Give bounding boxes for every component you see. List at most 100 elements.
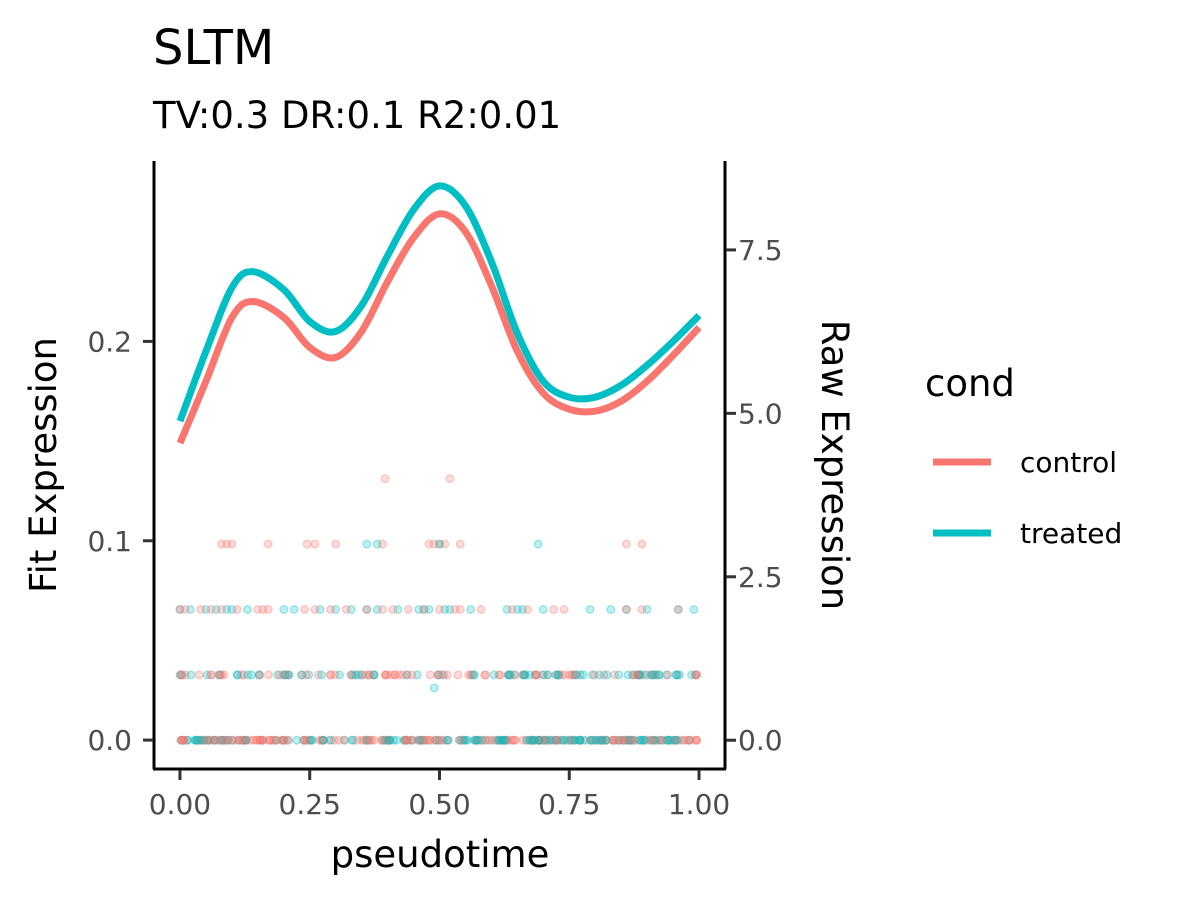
raw-point xyxy=(473,735,483,745)
raw-point xyxy=(202,670,212,680)
raw-point xyxy=(252,735,262,745)
raw-point xyxy=(248,735,258,745)
raw-point xyxy=(362,605,372,615)
raw-point xyxy=(535,735,545,745)
raw-point xyxy=(488,735,498,745)
raw-point xyxy=(529,735,539,745)
raw-point xyxy=(652,670,662,680)
raw-point xyxy=(196,735,206,745)
raw-point xyxy=(498,735,508,745)
raw-point xyxy=(258,735,268,745)
raw-point xyxy=(402,670,412,680)
raw-point xyxy=(209,735,219,745)
raw-point xyxy=(414,735,424,745)
raw-point xyxy=(534,735,544,745)
raw-point xyxy=(456,735,466,745)
raw-point xyxy=(617,735,627,745)
raw-point xyxy=(629,735,639,745)
raw-point xyxy=(243,670,253,680)
raw-point xyxy=(282,670,292,680)
raw-point xyxy=(242,605,252,615)
raw-point xyxy=(319,735,329,745)
raw-point xyxy=(614,735,624,745)
raw-point xyxy=(300,605,310,615)
raw-point xyxy=(645,735,655,745)
raw-point xyxy=(317,735,327,745)
raw-point xyxy=(619,735,629,745)
raw-point xyxy=(217,735,227,745)
raw-point xyxy=(620,735,630,745)
raw-point xyxy=(431,735,441,745)
raw-point xyxy=(503,670,513,680)
raw-point xyxy=(444,735,454,745)
raw-point xyxy=(574,735,584,745)
raw-point xyxy=(219,735,229,745)
raw-point xyxy=(597,735,607,745)
raw-point xyxy=(191,735,201,745)
raw-point xyxy=(634,670,644,680)
raw-point xyxy=(677,735,687,745)
raw-point xyxy=(253,605,263,615)
raw-point xyxy=(679,735,689,745)
raw-point xyxy=(271,735,281,745)
raw-point xyxy=(662,735,672,745)
raw-point xyxy=(417,735,427,745)
raw-point xyxy=(283,735,293,745)
raw-point xyxy=(641,735,651,745)
raw-point xyxy=(512,605,522,615)
y2-axis-title: Raw Expression xyxy=(813,320,856,610)
raw-point xyxy=(589,735,599,745)
raw-point xyxy=(383,735,393,745)
raw-point xyxy=(691,735,701,745)
raw-point xyxy=(469,735,479,745)
raw-point xyxy=(192,735,202,745)
raw-point xyxy=(589,670,599,680)
raw-point xyxy=(402,735,412,745)
raw-point xyxy=(547,735,557,745)
raw-point xyxy=(609,735,619,745)
raw-point xyxy=(639,735,649,745)
raw-point xyxy=(642,605,652,615)
raw-point xyxy=(236,670,246,680)
raw-point xyxy=(266,735,276,745)
raw-point xyxy=(402,670,412,680)
raw-point xyxy=(568,670,578,680)
raw-point xyxy=(493,735,503,745)
raw-point xyxy=(403,605,413,615)
raw-point xyxy=(310,539,320,549)
raw-point xyxy=(477,735,487,745)
legend-label-treated: treated xyxy=(1020,517,1122,550)
raw-point xyxy=(256,735,266,745)
raw-point xyxy=(227,539,237,549)
raw-point xyxy=(407,670,417,680)
raw-point xyxy=(527,735,537,745)
raw-point xyxy=(324,735,334,745)
raw-point xyxy=(251,735,261,745)
raw-point xyxy=(297,670,307,680)
raw-point xyxy=(593,735,603,745)
raw-point xyxy=(662,735,672,745)
raw-point xyxy=(433,670,443,680)
raw-point xyxy=(381,735,391,745)
raw-point xyxy=(539,735,549,745)
raw-point xyxy=(214,670,224,680)
raw-point xyxy=(489,670,499,680)
raw-point xyxy=(424,605,434,615)
raw-point xyxy=(425,670,435,680)
raw-point xyxy=(633,670,643,680)
raw-point xyxy=(569,735,579,745)
raw-point xyxy=(357,735,367,745)
raw-point xyxy=(471,735,481,745)
raw-point xyxy=(557,735,567,745)
raw-point xyxy=(257,735,267,745)
raw-point xyxy=(233,670,243,680)
raw-point xyxy=(377,735,387,745)
raw-point xyxy=(382,735,392,745)
raw-point xyxy=(209,735,219,745)
raw-point xyxy=(496,735,506,745)
raw-point xyxy=(586,735,596,745)
raw-point xyxy=(362,735,372,745)
raw-point xyxy=(175,605,185,615)
raw-point xyxy=(599,735,609,745)
raw-point xyxy=(602,735,612,745)
